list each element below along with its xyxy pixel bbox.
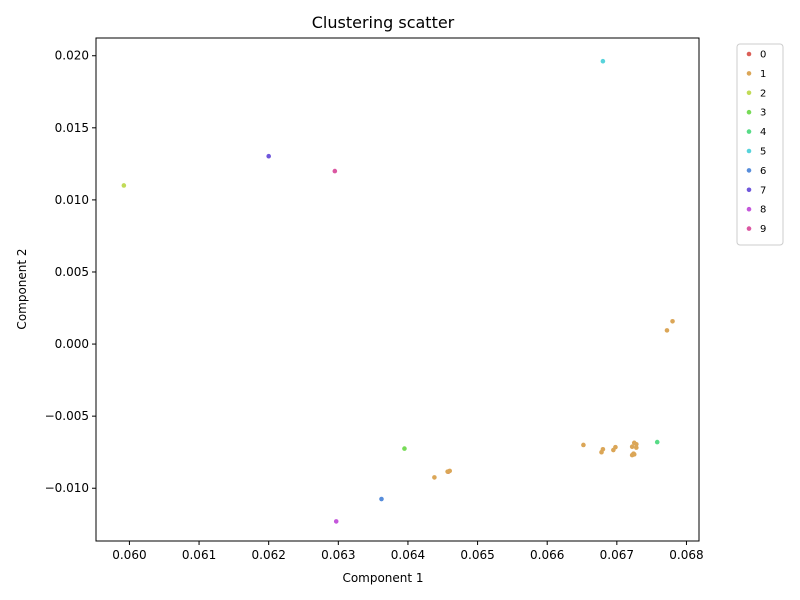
legend-marker	[746, 71, 752, 76]
data-point-cluster-1	[631, 452, 637, 457]
data-point-cluster-8	[333, 519, 339, 524]
y-axis-ticks: −0.010 −0.005 0.000 0.005 0.010 0.015 0.020	[45, 49, 96, 495]
data-points	[121, 58, 675, 524]
data-point-cluster-1	[445, 469, 450, 474]
data-point-cluster-1	[611, 447, 616, 453]
data-point-cluster-7	[266, 153, 271, 159]
legend-marker	[746, 129, 752, 134]
legend-marker	[746, 109, 752, 115]
legend-marker	[746, 226, 752, 231]
legend-marker	[746, 90, 752, 96]
data-point-cluster-1	[432, 475, 437, 480]
y-tick-label: 0.015	[55, 121, 89, 135]
legend-label: 7	[760, 185, 766, 196]
legend-label: 3	[760, 108, 766, 119]
legend-marker	[746, 148, 752, 154]
legend-marker	[746, 206, 752, 212]
y-tick-label: 0.005	[55, 265, 89, 279]
plot-area: 0.060 0.061 0.062 0.063 0.064 0.065 0.066 0.067…	[45, 37, 704, 562]
legend-label: 8	[760, 205, 766, 216]
data-point-cluster-1	[634, 441, 639, 447]
data-point-cluster-1	[629, 444, 635, 450]
legend-label: 6	[760, 166, 766, 177]
data-point-cluster-1	[634, 445, 639, 450]
y-axis-label: Component 2	[15, 248, 29, 329]
data-point-cluster-9	[332, 168, 338, 174]
x-tick-label: 0.061	[182, 548, 216, 562]
data-point-cluster-1	[670, 318, 675, 324]
x-tick-label: 0.067	[600, 548, 634, 562]
y-tick-label: 0.020	[55, 49, 89, 63]
data-point-cluster-1	[664, 328, 670, 333]
x-tick-label: 0.066	[530, 548, 564, 562]
y-tick-label: 0.010	[55, 193, 89, 207]
legend-label: 4	[760, 127, 766, 138]
data-point-cluster-4	[654, 439, 660, 445]
x-axis-label: Component 1	[342, 571, 423, 585]
data-point-cluster-3	[402, 446, 407, 451]
legend-label: 9	[760, 224, 766, 235]
data-point-cluster-6	[379, 496, 384, 502]
legend: 0 1 2 3 4 5 6 7 8 9	[736, 43, 784, 246]
chart-title: Clustering scatter	[312, 13, 455, 32]
data-point-cluster-5	[600, 58, 606, 64]
y-tick-label: −0.005	[45, 409, 89, 423]
x-tick-label: 0.063	[321, 548, 355, 562]
x-tick-label: 0.068	[669, 548, 703, 562]
y-tick-label: −0.010	[45, 481, 89, 495]
legend-marker	[746, 51, 752, 57]
x-axis-ticks: 0.060 0.061 0.062 0.063 0.064 0.065 0.066 0.067…	[112, 541, 704, 562]
legend-marker	[746, 187, 752, 193]
x-tick-label: 0.064	[391, 548, 425, 562]
legend-marker	[746, 168, 752, 173]
legend-label: 0	[760, 50, 766, 61]
y-tick-label: 0.000	[55, 337, 89, 351]
legend-label: 5	[760, 147, 766, 158]
plot-frame	[95, 37, 700, 542]
data-point-cluster-2	[121, 183, 127, 188]
x-tick-label: 0.065	[460, 548, 494, 562]
data-point-cluster-1	[599, 449, 604, 455]
x-tick-label: 0.062	[252, 548, 286, 562]
legend-label: 1	[760, 69, 766, 80]
legend-label: 2	[760, 88, 766, 99]
x-tick-label: 0.060	[112, 548, 146, 562]
data-point-cluster-1	[581, 442, 586, 448]
